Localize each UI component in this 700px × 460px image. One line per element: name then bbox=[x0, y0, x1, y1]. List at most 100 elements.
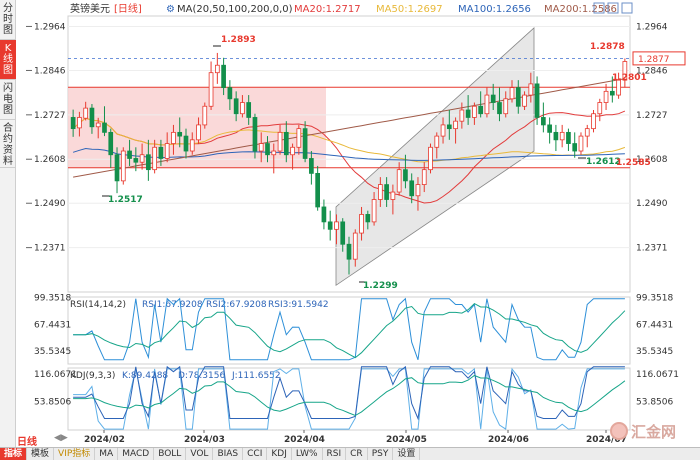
indicator-tab-11[interactable]: RSI bbox=[323, 448, 347, 460]
candle-body bbox=[371, 199, 377, 223]
candle-body bbox=[114, 154, 120, 182]
indicator-tab-9[interactable]: KDJ bbox=[267, 448, 292, 460]
left-tab-bar: 分时图 K线图 闪电图 合约资料 bbox=[0, 0, 16, 460]
kdj-tick-left: 116.0671 bbox=[34, 370, 77, 380]
current-price-box bbox=[632, 51, 686, 66]
ma200-value: MA200:1.2586 bbox=[544, 4, 617, 15]
candle-body bbox=[622, 61, 628, 81]
chart-header: 英镑美元 [日线] ⚙ MA(20,50,100,200,0,0) MA20:1… bbox=[70, 2, 633, 15]
candle-body bbox=[378, 184, 383, 200]
tab-kline[interactable]: K线图 bbox=[0, 40, 16, 80]
huijin-logo: 汇金网 bbox=[610, 420, 690, 442]
candle-body bbox=[603, 90, 609, 103]
candle-body bbox=[327, 221, 333, 230]
period-button[interactable]: 日线 bbox=[17, 437, 37, 448]
zoom-in-icon[interactable] bbox=[593, 2, 605, 14]
candle-body bbox=[108, 131, 114, 156]
candle-body bbox=[202, 105, 208, 126]
kdj-frame bbox=[67, 367, 631, 431]
indicator-tab-3[interactable]: MA bbox=[95, 448, 119, 460]
candle-body bbox=[365, 214, 371, 223]
y-tick-label-left: 1.2964 bbox=[34, 22, 66, 32]
y-tick-label-right: 1.2608 bbox=[636, 155, 668, 165]
kdj-d-line bbox=[73, 374, 626, 417]
candle-body bbox=[158, 146, 164, 159]
candle-body bbox=[559, 131, 565, 141]
crosshair-icon[interactable] bbox=[621, 2, 633, 14]
candle-body bbox=[484, 94, 490, 115]
candle-body bbox=[415, 184, 421, 197]
annotation-low-jun: 1.2612 bbox=[586, 157, 621, 167]
kdj-tick-right: 116.0671 bbox=[636, 370, 679, 380]
rsi-tick-left: 67.4431 bbox=[34, 320, 71, 330]
candle-body bbox=[146, 154, 151, 171]
candle-body bbox=[89, 107, 95, 128]
candle-body bbox=[446, 124, 452, 130]
candle-body bbox=[177, 131, 183, 137]
indicator-tab-14[interactable]: 设置 bbox=[393, 448, 421, 460]
indicator-tab-12[interactable]: CR bbox=[346, 448, 368, 460]
candle-body bbox=[214, 64, 220, 74]
main-price-plot: 1.2964 1.2964 1.2846 1.2846 1.2727 1.2727 1.26… bbox=[26, 15, 686, 293]
candle-body bbox=[95, 122, 101, 128]
indicator-tab-4[interactable]: MACD bbox=[118, 448, 155, 460]
kline-chart[interactable]: 英镑美元 [日线] ⚙ MA(20,50,100,200,0,0) MA20:1… bbox=[16, 0, 700, 447]
candle-body bbox=[553, 131, 559, 141]
kdj-d-value: D:78.3156 bbox=[178, 371, 225, 381]
candle-body bbox=[164, 143, 170, 159]
rsi1-value: RSI1:67.9208 bbox=[142, 300, 203, 310]
candle-body bbox=[221, 64, 226, 89]
candle-body bbox=[189, 139, 195, 152]
candle-body bbox=[77, 117, 82, 129]
y-tick-label-left: 1.2608 bbox=[34, 155, 66, 165]
indicator-tab-0[interactable]: 指标 bbox=[0, 448, 28, 460]
tab-lightning[interactable]: 闪电图 bbox=[0, 80, 16, 120]
indicator-tab-5[interactable]: BOLL bbox=[154, 448, 187, 460]
candle-body bbox=[70, 117, 76, 130]
rsi-panel: RSI(14,14,2) RSI1:67.9208 RSI2:67.9208 RSI3… bbox=[34, 294, 673, 365]
y-tick-label-right: 1.2846 bbox=[636, 66, 668, 76]
toolbar-icons bbox=[593, 2, 633, 14]
x-tick-label: 2024/03 bbox=[184, 435, 225, 445]
candle-body bbox=[453, 120, 458, 130]
annotation-high-mar: 1.2893 bbox=[221, 35, 256, 45]
indicator-tab-8[interactable]: CCI bbox=[243, 448, 268, 460]
zoom-out-icon[interactable] bbox=[607, 2, 619, 14]
indicator-tab-2[interactable]: VIP指标 bbox=[54, 448, 96, 460]
candle-body bbox=[309, 158, 314, 174]
candle-body bbox=[465, 109, 471, 118]
x-tick-label: 2024/02 bbox=[84, 435, 125, 445]
candle-body bbox=[616, 79, 621, 96]
date-axis: 2024/02 2024/03 2024/04 2024/05 2024/06 2024/… bbox=[84, 430, 627, 445]
indicator-tab-6[interactable]: VOL bbox=[186, 448, 214, 460]
ma-settings-icon[interactable]: ⚙ bbox=[166, 4, 175, 15]
period-dropdown-icon[interactable]: ◀▶ bbox=[54, 433, 68, 443]
candle-body bbox=[534, 83, 540, 118]
candle-body bbox=[352, 232, 358, 260]
candle-body bbox=[522, 94, 527, 107]
y-tick-label-right: 1.2490 bbox=[636, 199, 668, 209]
ma20-value: MA20:1.2717 bbox=[294, 4, 361, 15]
rsi3-value: RSI3:91.5942 bbox=[268, 300, 329, 310]
rsi-label: RSI(14,14,2) bbox=[70, 300, 126, 310]
indicator-tab-13[interactable]: PSY bbox=[368, 448, 394, 460]
y-tick-label-left: 1.2490 bbox=[34, 199, 66, 209]
tab-timeshare[interactable]: 分时图 bbox=[0, 0, 16, 40]
candle-body bbox=[315, 172, 320, 208]
indicator-tab-10[interactable]: LW% bbox=[292, 448, 323, 460]
x-tick-label: 2024/04 bbox=[284, 435, 325, 445]
candle-body bbox=[183, 135, 189, 152]
candle-body bbox=[584, 128, 590, 137]
y-tick-label-right: 1.2371 bbox=[636, 244, 668, 254]
indicator-tab-1[interactable]: 模板 bbox=[27, 448, 55, 460]
candle-body bbox=[152, 146, 157, 171]
period-label: [日线] bbox=[114, 2, 142, 15]
candle-body bbox=[390, 191, 396, 200]
x-tick-label: 2024/05 bbox=[386, 435, 427, 445]
candle-body bbox=[597, 102, 603, 115]
candle-body bbox=[265, 143, 270, 156]
annotation-low-feb: 1.2517 bbox=[108, 195, 143, 205]
indicator-tab-7[interactable]: BIAS bbox=[213, 448, 244, 460]
price-channel bbox=[335, 27, 535, 287]
tab-contract-info[interactable]: 合约资料 bbox=[0, 120, 16, 168]
